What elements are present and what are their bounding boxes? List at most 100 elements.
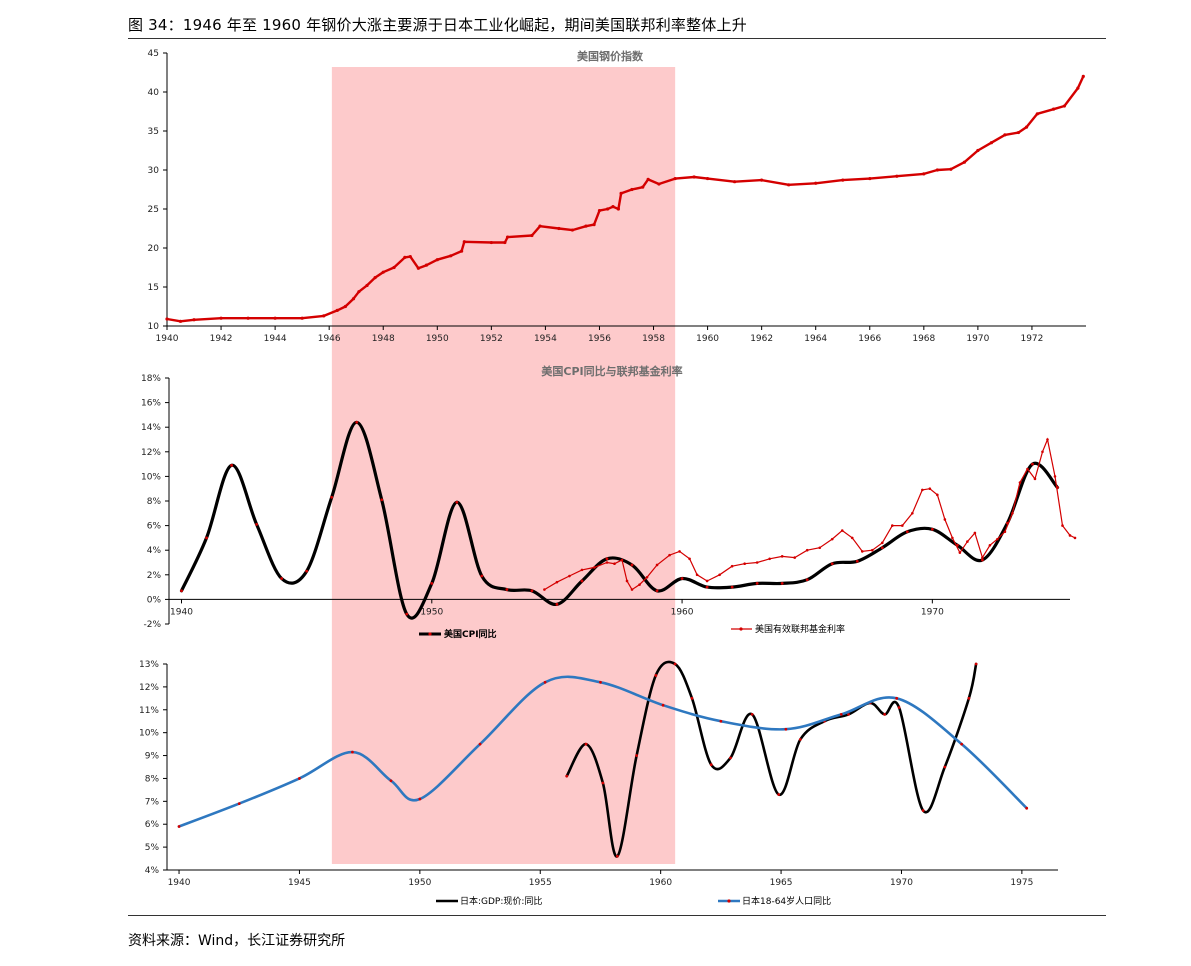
data-point bbox=[605, 561, 609, 564]
data-point bbox=[605, 207, 610, 211]
data-point bbox=[695, 573, 699, 577]
data-point bbox=[408, 254, 412, 259]
data-point bbox=[668, 553, 671, 557]
data-point bbox=[416, 266, 420, 270]
legend-marker bbox=[739, 627, 743, 631]
data-point bbox=[392, 265, 396, 270]
data-point bbox=[219, 316, 223, 320]
data-point bbox=[570, 228, 575, 232]
data-point bbox=[743, 562, 746, 566]
data-point bbox=[755, 561, 759, 564]
x-tick-label: 1940 bbox=[156, 334, 179, 344]
data-point bbox=[597, 208, 602, 213]
data-point bbox=[936, 493, 939, 497]
legend-label: 日本:GDP:现价:同比 bbox=[460, 895, 542, 907]
data-point bbox=[891, 524, 894, 527]
data-point bbox=[192, 318, 196, 322]
data-point bbox=[365, 283, 369, 288]
y-tick-label: -2% bbox=[143, 620, 161, 630]
data-point bbox=[870, 548, 874, 552]
data-point bbox=[798, 738, 802, 741]
data-point bbox=[330, 495, 334, 499]
data-point bbox=[1003, 133, 1007, 137]
data-point bbox=[1051, 107, 1056, 111]
data-point bbox=[357, 290, 361, 294]
data-point bbox=[478, 742, 482, 746]
x-tick-label: 1952 bbox=[480, 334, 503, 344]
data-point bbox=[966, 540, 969, 543]
data-point bbox=[967, 696, 971, 700]
data-point bbox=[619, 191, 623, 195]
data-point bbox=[976, 148, 980, 153]
data-point bbox=[855, 559, 859, 563]
data-point bbox=[730, 564, 734, 568]
y-tick-label: 12% bbox=[141, 448, 161, 458]
x-tick-label: 1946 bbox=[318, 334, 341, 344]
data-point bbox=[688, 557, 691, 561]
x-tick-label: 1968 bbox=[912, 334, 935, 344]
data-point bbox=[1062, 104, 1066, 108]
y-tick-label: 10% bbox=[141, 472, 161, 482]
x-tick-label: 1954 bbox=[534, 334, 557, 344]
data-point bbox=[305, 569, 309, 573]
legend-marker bbox=[428, 632, 432, 636]
y-tick-label: 45 bbox=[148, 49, 159, 59]
data-point bbox=[403, 255, 407, 259]
data-point bbox=[949, 167, 953, 171]
x-tick-label: 1966 bbox=[858, 334, 881, 344]
data-point bbox=[818, 546, 822, 550]
data-point bbox=[373, 276, 377, 280]
data-point bbox=[255, 522, 258, 526]
x-tick-label: 1950 bbox=[420, 607, 443, 617]
chart-title: 美国钢价指数 bbox=[577, 49, 644, 63]
data-point bbox=[1068, 534, 1072, 537]
data-point bbox=[599, 680, 602, 684]
data-point bbox=[638, 583, 641, 586]
data-point bbox=[543, 680, 547, 684]
data-point bbox=[654, 674, 658, 677]
series-line bbox=[544, 437, 1076, 591]
data-point bbox=[646, 177, 650, 181]
data-point bbox=[405, 612, 409, 616]
y-tick-label: 2% bbox=[147, 571, 162, 581]
data-point bbox=[430, 582, 434, 585]
x-tick-label: 1970 bbox=[890, 878, 913, 888]
legend-label: 美国CPI同比 bbox=[444, 628, 497, 640]
x-tick-label: 1940 bbox=[168, 878, 191, 888]
data-point bbox=[280, 577, 284, 580]
data-point bbox=[605, 557, 609, 561]
data-point bbox=[784, 727, 788, 731]
figure-source: 资料来源：Wind，长江证券研究所 bbox=[128, 933, 346, 949]
data-point bbox=[709, 763, 713, 767]
data-point bbox=[424, 263, 429, 267]
data-point bbox=[505, 235, 510, 239]
data-point bbox=[930, 527, 934, 531]
data-point bbox=[630, 187, 634, 192]
x-tick-label: 1960 bbox=[696, 334, 719, 344]
data-point bbox=[981, 558, 984, 562]
y-tick-label: 6% bbox=[147, 522, 162, 532]
x-tick-label: 1942 bbox=[210, 334, 233, 344]
y-tick-label: 7% bbox=[145, 797, 160, 807]
data-point bbox=[730, 585, 734, 589]
data-point bbox=[480, 574, 484, 578]
data-point bbox=[719, 719, 723, 723]
data-point bbox=[678, 550, 681, 553]
data-point bbox=[355, 420, 359, 424]
data-point bbox=[988, 543, 992, 547]
x-tick-label: 1958 bbox=[642, 334, 665, 344]
data-point bbox=[205, 536, 208, 540]
data-point bbox=[655, 563, 659, 567]
data-point bbox=[880, 546, 884, 550]
x-tick-label: 1944 bbox=[264, 334, 287, 344]
data-point bbox=[943, 518, 947, 521]
data-point bbox=[298, 777, 301, 780]
data-point bbox=[630, 588, 634, 591]
data-point bbox=[973, 531, 977, 535]
data-point bbox=[921, 809, 925, 812]
data-point bbox=[616, 207, 620, 211]
data-point bbox=[246, 316, 250, 320]
data-point bbox=[555, 602, 559, 606]
data-point bbox=[1025, 806, 1029, 810]
